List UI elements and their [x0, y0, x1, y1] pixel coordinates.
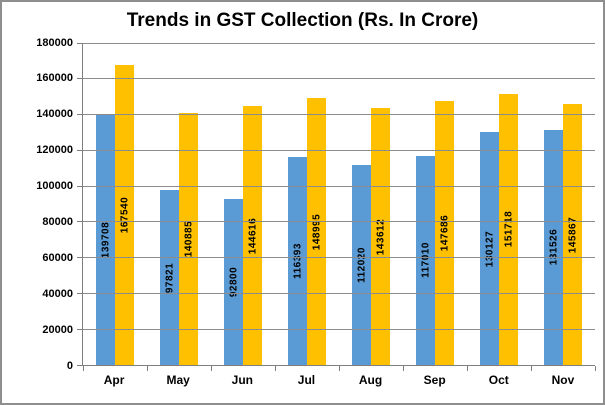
category-group: 97821 140885	[147, 43, 211, 365]
yellow-series-bar: 151718	[499, 93, 518, 365]
y-axis-label: 120000	[36, 144, 73, 157]
y-axis-tick	[77, 114, 82, 116]
x-axis-label: Apr	[103, 373, 125, 387]
bar-value-label: 144616	[247, 217, 258, 254]
blue-series-bar: 112020	[352, 164, 371, 365]
category-group: 112020 143612	[339, 43, 403, 365]
y-axis-label: 0	[66, 359, 73, 372]
x-axis-label: Jun	[231, 373, 253, 387]
yellow-series-bar: 148995	[307, 98, 326, 365]
yellow-series-bar: 144616	[243, 106, 262, 365]
plot-area: 139708 167540 97821 140885 92800 144616 116393…	[77, 42, 596, 371]
yellow-series-bar: 167540	[115, 65, 134, 365]
y-axis-label: 180000	[36, 36, 73, 49]
category-group: 117010 147686	[403, 43, 467, 365]
x-axis-tick	[594, 366, 596, 371]
gridline	[83, 42, 595, 44]
blue-series-bar: 92800	[224, 199, 243, 365]
yellow-series-bar: 140885	[179, 112, 198, 365]
blue-series-bar: 97821	[160, 190, 179, 365]
bar-value-label: 139708	[100, 221, 111, 259]
gridline	[83, 185, 595, 187]
x-axis-label: Jul	[297, 373, 316, 387]
blue-series-bar: 116393	[288, 156, 307, 365]
y-axis-label: 160000	[36, 72, 73, 85]
y-axis-label: 100000	[36, 180, 73, 193]
y-axis-tick	[77, 149, 82, 151]
category-group: 130127 151718	[467, 43, 531, 365]
bar-value-label: 148995	[311, 213, 322, 250]
bar-value-label: 140885	[183, 220, 194, 258]
x-axis-tick	[274, 366, 276, 371]
bar-value-label: 147686	[439, 214, 450, 252]
category-group: 116393 148995	[275, 43, 339, 365]
y-axis-tick	[77, 185, 82, 187]
y-axis-tick	[77, 257, 82, 259]
gridline	[83, 149, 595, 151]
bar-value-label: 112020	[356, 246, 367, 283]
x-axis-label: May	[166, 373, 190, 387]
blue-series-bar: 139708	[96, 115, 115, 365]
x-axis-tick	[402, 366, 404, 371]
bar-value-label: 97821	[164, 262, 175, 293]
x-axis-tick	[146, 366, 148, 371]
y-axis-label: 60000	[42, 251, 73, 264]
x-axis-tick	[82, 366, 84, 371]
y-axis-label: 40000	[42, 287, 73, 300]
gridline	[83, 221, 595, 223]
category-group: 139708 167540	[83, 43, 147, 365]
x-axis-tick	[210, 366, 212, 371]
x-axis-tick	[466, 366, 468, 371]
gridline	[83, 114, 595, 116]
yellow-series-bar: 147686	[435, 100, 454, 365]
yellow-series-bar: 143612	[371, 108, 390, 365]
y-axis-label: 20000	[42, 323, 73, 336]
x-axis: Apr May Jun Jul Aug Sep Oct Nov	[82, 373, 595, 391]
blue-series-bar: 131526	[544, 129, 563, 365]
bar-value-label: 167540	[119, 196, 130, 234]
gridline	[83, 328, 595, 330]
blue-series-bar: 130127	[480, 132, 499, 365]
bars-container: 139708 167540 97821 140885 92800 144616 116393…	[83, 43, 595, 365]
bar-value-label: 117010	[420, 242, 431, 279]
x-axis-label: Sep	[423, 373, 446, 387]
x-axis-label: Nov	[551, 373, 575, 387]
y-axis-tick	[77, 42, 82, 44]
gridline	[83, 292, 595, 294]
bar-value-label: 116393	[292, 242, 303, 279]
x-axis-tick	[338, 366, 340, 371]
y-axis-tick	[77, 221, 82, 223]
category-group: 131526 145867	[531, 43, 595, 365]
y-axis-label: 140000	[36, 108, 73, 121]
blue-series-bar: 117010	[416, 155, 435, 365]
chart-title: Trends in GST Collection (Rs. In Crore)	[126, 10, 479, 31]
category-group: 92800 144616	[211, 43, 275, 365]
x-axis-label: Aug	[358, 373, 383, 387]
y-axis: 0 20000 40000 60000 80000 100000 120000 140000 1…	[2, 37, 73, 372]
gridline	[83, 78, 595, 80]
x-axis-tick	[530, 366, 532, 371]
gridline	[83, 257, 595, 259]
y-axis-tick	[77, 78, 82, 80]
bar-value-label: 143612	[375, 218, 386, 255]
y-axis-tick	[77, 292, 82, 294]
bar-value-label: 130127	[484, 230, 495, 267]
y-axis-label: 80000	[42, 215, 73, 228]
bar-value-label: 131526	[548, 229, 559, 266]
x-axis-label: Oct	[488, 373, 509, 387]
bar-value-label: 151718	[503, 211, 514, 248]
y-axis-tick	[77, 364, 82, 366]
y-axis-tick	[77, 328, 82, 330]
yellow-series-bar: 145867	[563, 104, 582, 365]
